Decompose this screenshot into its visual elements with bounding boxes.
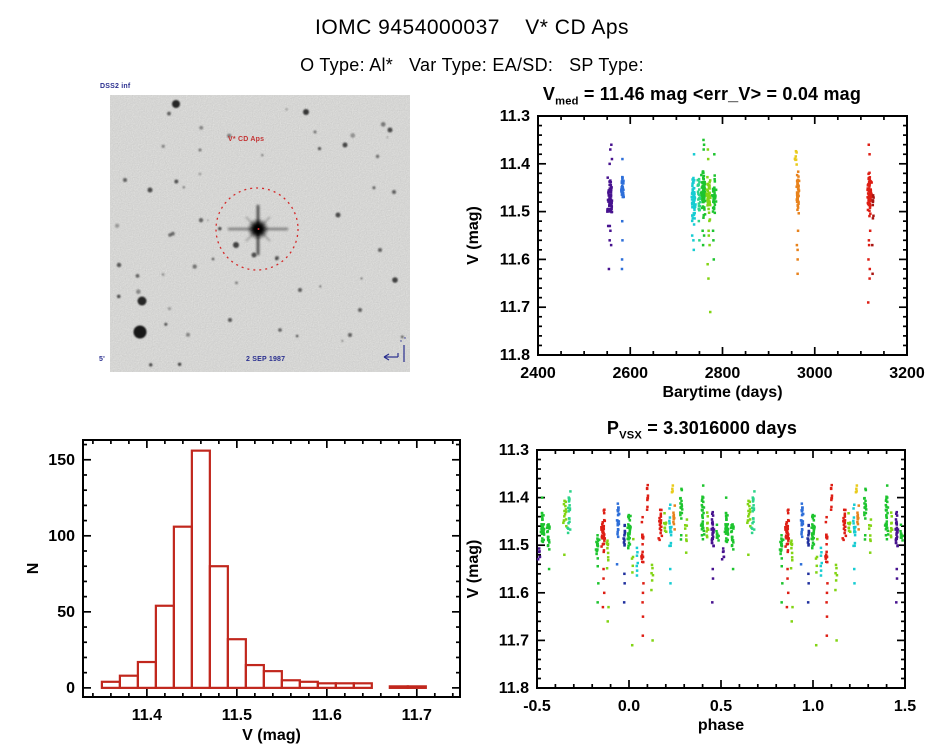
svg-text:11.5: 11.5 <box>499 537 529 554</box>
finding-chart-image <box>110 95 410 372</box>
svg-text:11.4: 11.4 <box>499 490 529 507</box>
target-label: V* CD Aps <box>228 136 265 143</box>
svg-text:0: 0 <box>66 680 75 697</box>
svg-text:11.8: 11.8 <box>500 347 530 364</box>
svg-text:3000: 3000 <box>797 365 833 382</box>
svg-text:V (mag): V (mag) <box>465 206 482 265</box>
period-value: = 3.3016000 days <box>642 418 798 438</box>
svg-text:Barytime (days): Barytime (days) <box>662 384 782 401</box>
svg-text:100: 100 <box>48 528 75 545</box>
svg-text:2400: 2400 <box>520 365 556 382</box>
svg-text:150: 150 <box>48 452 75 469</box>
svg-text:V (mag): V (mag) <box>242 727 301 744</box>
svg-text:2600: 2600 <box>612 365 648 382</box>
svg-text:1.5: 1.5 <box>894 698 916 715</box>
svg-text:11.6: 11.6 <box>312 707 342 724</box>
svg-text:11.7: 11.7 <box>500 299 530 316</box>
svg-text:11.4: 11.4 <box>132 707 162 724</box>
svg-text:11.5: 11.5 <box>222 707 252 724</box>
svg-text:-0.5: -0.5 <box>523 698 551 715</box>
svg-text:1.0: 1.0 <box>802 698 824 715</box>
svg-text:50: 50 <box>57 604 75 621</box>
svg-text:V (mag): V (mag) <box>465 540 482 599</box>
survey-label: DSS2 inf <box>100 83 131 90</box>
svg-text:2800: 2800 <box>705 365 741 382</box>
epoch-label: 2 SEP 1987 <box>246 356 286 363</box>
vmed-value: = 11.46 mag <err_V> = 0.04 mag <box>578 84 862 104</box>
period-symbol: P <box>606 418 620 438</box>
scale-label: 5' <box>99 356 105 363</box>
svg-text:0.5: 0.5 <box>710 698 732 715</box>
period-subscript: VSX <box>619 429 643 442</box>
svg-text:11.7: 11.7 <box>402 707 432 724</box>
svg-text:phase: phase <box>698 717 744 734</box>
barytime-plot-title: Vmed = 11.46 mag <err_V> = 0.04 mag <box>460 84 944 108</box>
phase-plot-title: PVSX = 3.3016000 days <box>460 418 944 442</box>
svg-text:N: N <box>25 563 42 575</box>
svg-text:11.5: 11.5 <box>500 204 530 221</box>
svg-text:11.7: 11.7 <box>499 632 529 649</box>
phase-plot: -0.5 0.0 0.5 1.0 1.5 11.3 11.4 11.5 11.6 11.7 11.8… <box>465 442 916 734</box>
svg-text:11.3: 11.3 <box>499 442 529 459</box>
svg-text:11.6: 11.6 <box>499 585 529 602</box>
vmed-subscript: med <box>555 95 579 108</box>
svg-text:3200: 3200 <box>889 365 925 382</box>
svg-text:11.8: 11.8 <box>499 680 529 697</box>
svg-text:11.6: 11.6 <box>500 251 530 268</box>
svg-text:11.4: 11.4 <box>500 156 530 173</box>
vmed-symbol: V <box>542 84 556 104</box>
barytime-plot: 2400 2600 2800 3000 3200 11.3 11.4 11.5 11.6 11.7… <box>465 108 925 401</box>
page-subtitle: O Type: Al* Var Type: EA/SD: SP Type: <box>300 55 644 75</box>
page-title: IOMC 9454000037 V* CD Aps <box>315 16 629 39</box>
svg-text:0.0: 0.0 <box>618 698 640 715</box>
magnitude-histogram: 11.4 11.5 11.6 11.7 0 50 100 150 V (mag) N <box>25 439 461 744</box>
svg-text:11.3: 11.3 <box>500 108 530 125</box>
